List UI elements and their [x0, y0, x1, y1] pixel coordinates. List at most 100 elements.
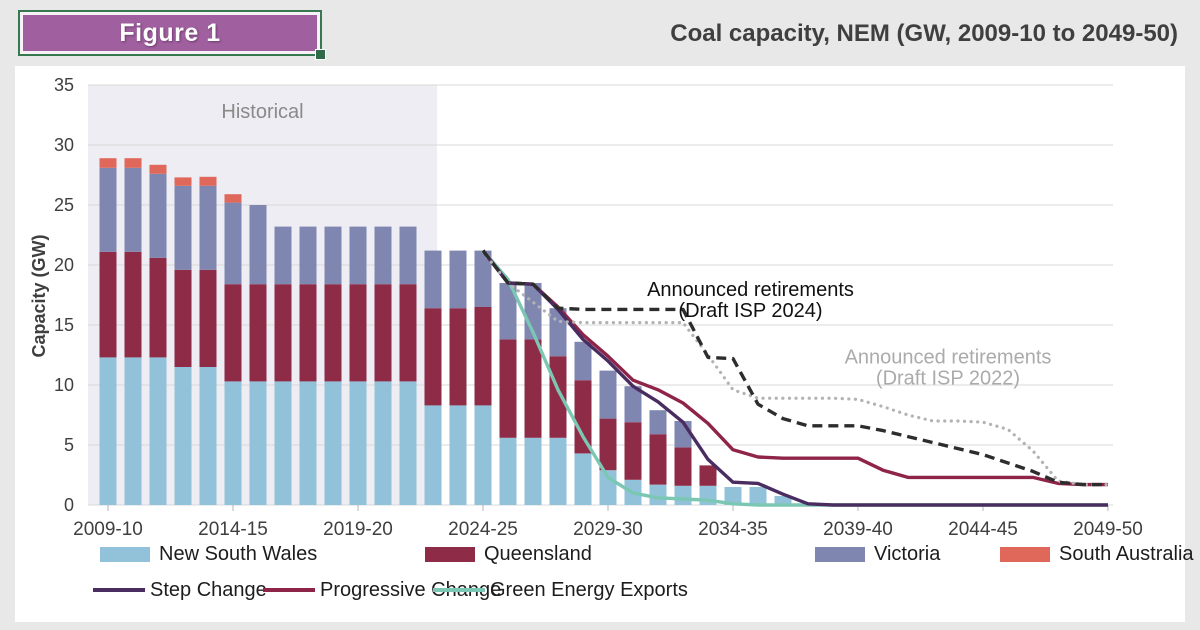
bar-segment [149, 173, 167, 258]
bar-segment [599, 370, 617, 419]
bar-segment [199, 269, 217, 367]
bar-segment [449, 405, 467, 505]
bar-segment [324, 284, 342, 382]
y-tick-label: 0 [64, 495, 74, 515]
legend-item-step-change: Step Change [93, 578, 267, 602]
selection-handle[interactable] [315, 49, 326, 60]
bar-segment [374, 284, 392, 382]
y-tick-label: 25 [54, 195, 74, 215]
page-title: Coal capacity, NEM (GW, 2009-10 to 2049-… [670, 20, 1178, 47]
bar-segment [299, 381, 317, 505]
annotation-2: Announced retirements (Draft ISP 2022) [845, 346, 1052, 389]
x-tick-label: 2009-10 [73, 519, 143, 540]
line-progressive-change [481, 249, 1108, 487]
bar-segment [724, 487, 742, 505]
annotation-1: Announced retirements (Draft ISP 2024) [647, 279, 854, 322]
bar-segment [99, 167, 117, 252]
x-tick-label: 2024-25 [448, 519, 518, 540]
bar-segment [399, 284, 417, 382]
bar-segment [624, 386, 642, 423]
bar-segment [124, 158, 142, 168]
bar-segment [324, 381, 342, 505]
legend-label: New South Wales [159, 542, 318, 565]
bar-segment [149, 357, 167, 505]
legend-item-victoria: Victoria [815, 542, 940, 566]
legend-item-south-australia: South Australia [1000, 542, 1194, 566]
y-tick-label: 5 [64, 435, 74, 455]
bar-segment [124, 357, 142, 505]
bar-segment [574, 453, 592, 505]
legend-item-progressive-change: Progressive Change [263, 578, 501, 602]
bar-segment [374, 381, 392, 505]
bar-segment [599, 418, 617, 471]
legend-label: Progressive Change [320, 578, 502, 601]
bar-segment [274, 381, 292, 505]
bar-segment [774, 496, 792, 505]
legend-swatch-queensland [425, 546, 475, 562]
bar-segment [749, 487, 767, 505]
chart-panel: Historical 0 5 10 15 20 25 30 35 Capacity (GW) 200… [15, 66, 1194, 622]
bars-new-south-wales [99, 357, 792, 505]
bar-segment [624, 422, 642, 480]
bar-segment [299, 284, 317, 382]
y-tick-label: 35 [54, 75, 74, 95]
y-tick-label: 30 [54, 135, 74, 155]
y-axis-title: Capacity (GW) [29, 234, 49, 357]
historical-label: Historical [221, 101, 303, 123]
legend-swatch-step-change [93, 588, 145, 592]
chart-canvas: Historical 0 5 10 15 20 25 30 35 Capacity (GW) 200… [29, 75, 1143, 540]
bar-segment [499, 283, 517, 340]
bar-segment [349, 381, 367, 505]
bars-south-australia [99, 158, 242, 203]
bar-segment [649, 410, 667, 435]
bar-segment [124, 167, 142, 252]
bar-segment [174, 269, 192, 367]
bar-segment [124, 251, 142, 358]
bar-segment [274, 226, 292, 285]
bar-segment [249, 381, 267, 505]
bar-segment [474, 250, 492, 307]
legend-label: Queensland [484, 542, 592, 565]
y-tick-label: 15 [54, 315, 74, 335]
bar-segment [499, 339, 517, 438]
bar-segment [199, 176, 217, 186]
bar-segment [549, 356, 567, 438]
bar-segment [149, 257, 167, 358]
bar-segment [199, 185, 217, 270]
bar-segment [349, 226, 367, 285]
line-announced-retirements-draft-isp-2024 [481, 249, 1108, 487]
y-tick-label: 10 [54, 375, 74, 395]
bar-segment [574, 341, 592, 381]
bar-segment [224, 202, 242, 285]
bar-segment [649, 434, 667, 485]
line-announced-retirements-draft-isp-2022 [481, 250, 1110, 487]
figure-label: Figure 1 [119, 18, 221, 47]
bar-segment [549, 437, 567, 505]
bar-segment [299, 226, 317, 285]
bar-segment [324, 226, 342, 285]
legend-item-queensland: Queensland [425, 542, 592, 566]
bar-segment [174, 367, 192, 505]
legend-label: Green Energy Exports [490, 578, 688, 601]
bar-segment [349, 284, 367, 382]
bars-queensland [99, 251, 717, 486]
x-tick-label: 2019-20 [323, 519, 393, 540]
bar-segment [224, 284, 242, 382]
bar-segment [474, 405, 492, 505]
bar-segment [399, 226, 417, 285]
y-tick-label: 20 [54, 255, 74, 275]
legend-item-green-energy-exports: Green Energy Exports [433, 578, 688, 602]
bars-victoria [99, 167, 692, 448]
line-step-change [481, 249, 1108, 507]
bar-segment [199, 367, 217, 505]
bar-segment [574, 380, 592, 454]
legend-label: South Australia [1059, 542, 1194, 565]
figure-label-box[interactable]: Figure 1 [18, 10, 326, 60]
bar-segment [549, 308, 567, 357]
legend-swatch-victoria [815, 546, 865, 562]
x-tick-label: 2039-40 [823, 519, 893, 540]
bar-segment [249, 284, 267, 382]
bar-segment [649, 484, 667, 505]
bar-segment [399, 381, 417, 505]
bar-segment [524, 437, 542, 505]
